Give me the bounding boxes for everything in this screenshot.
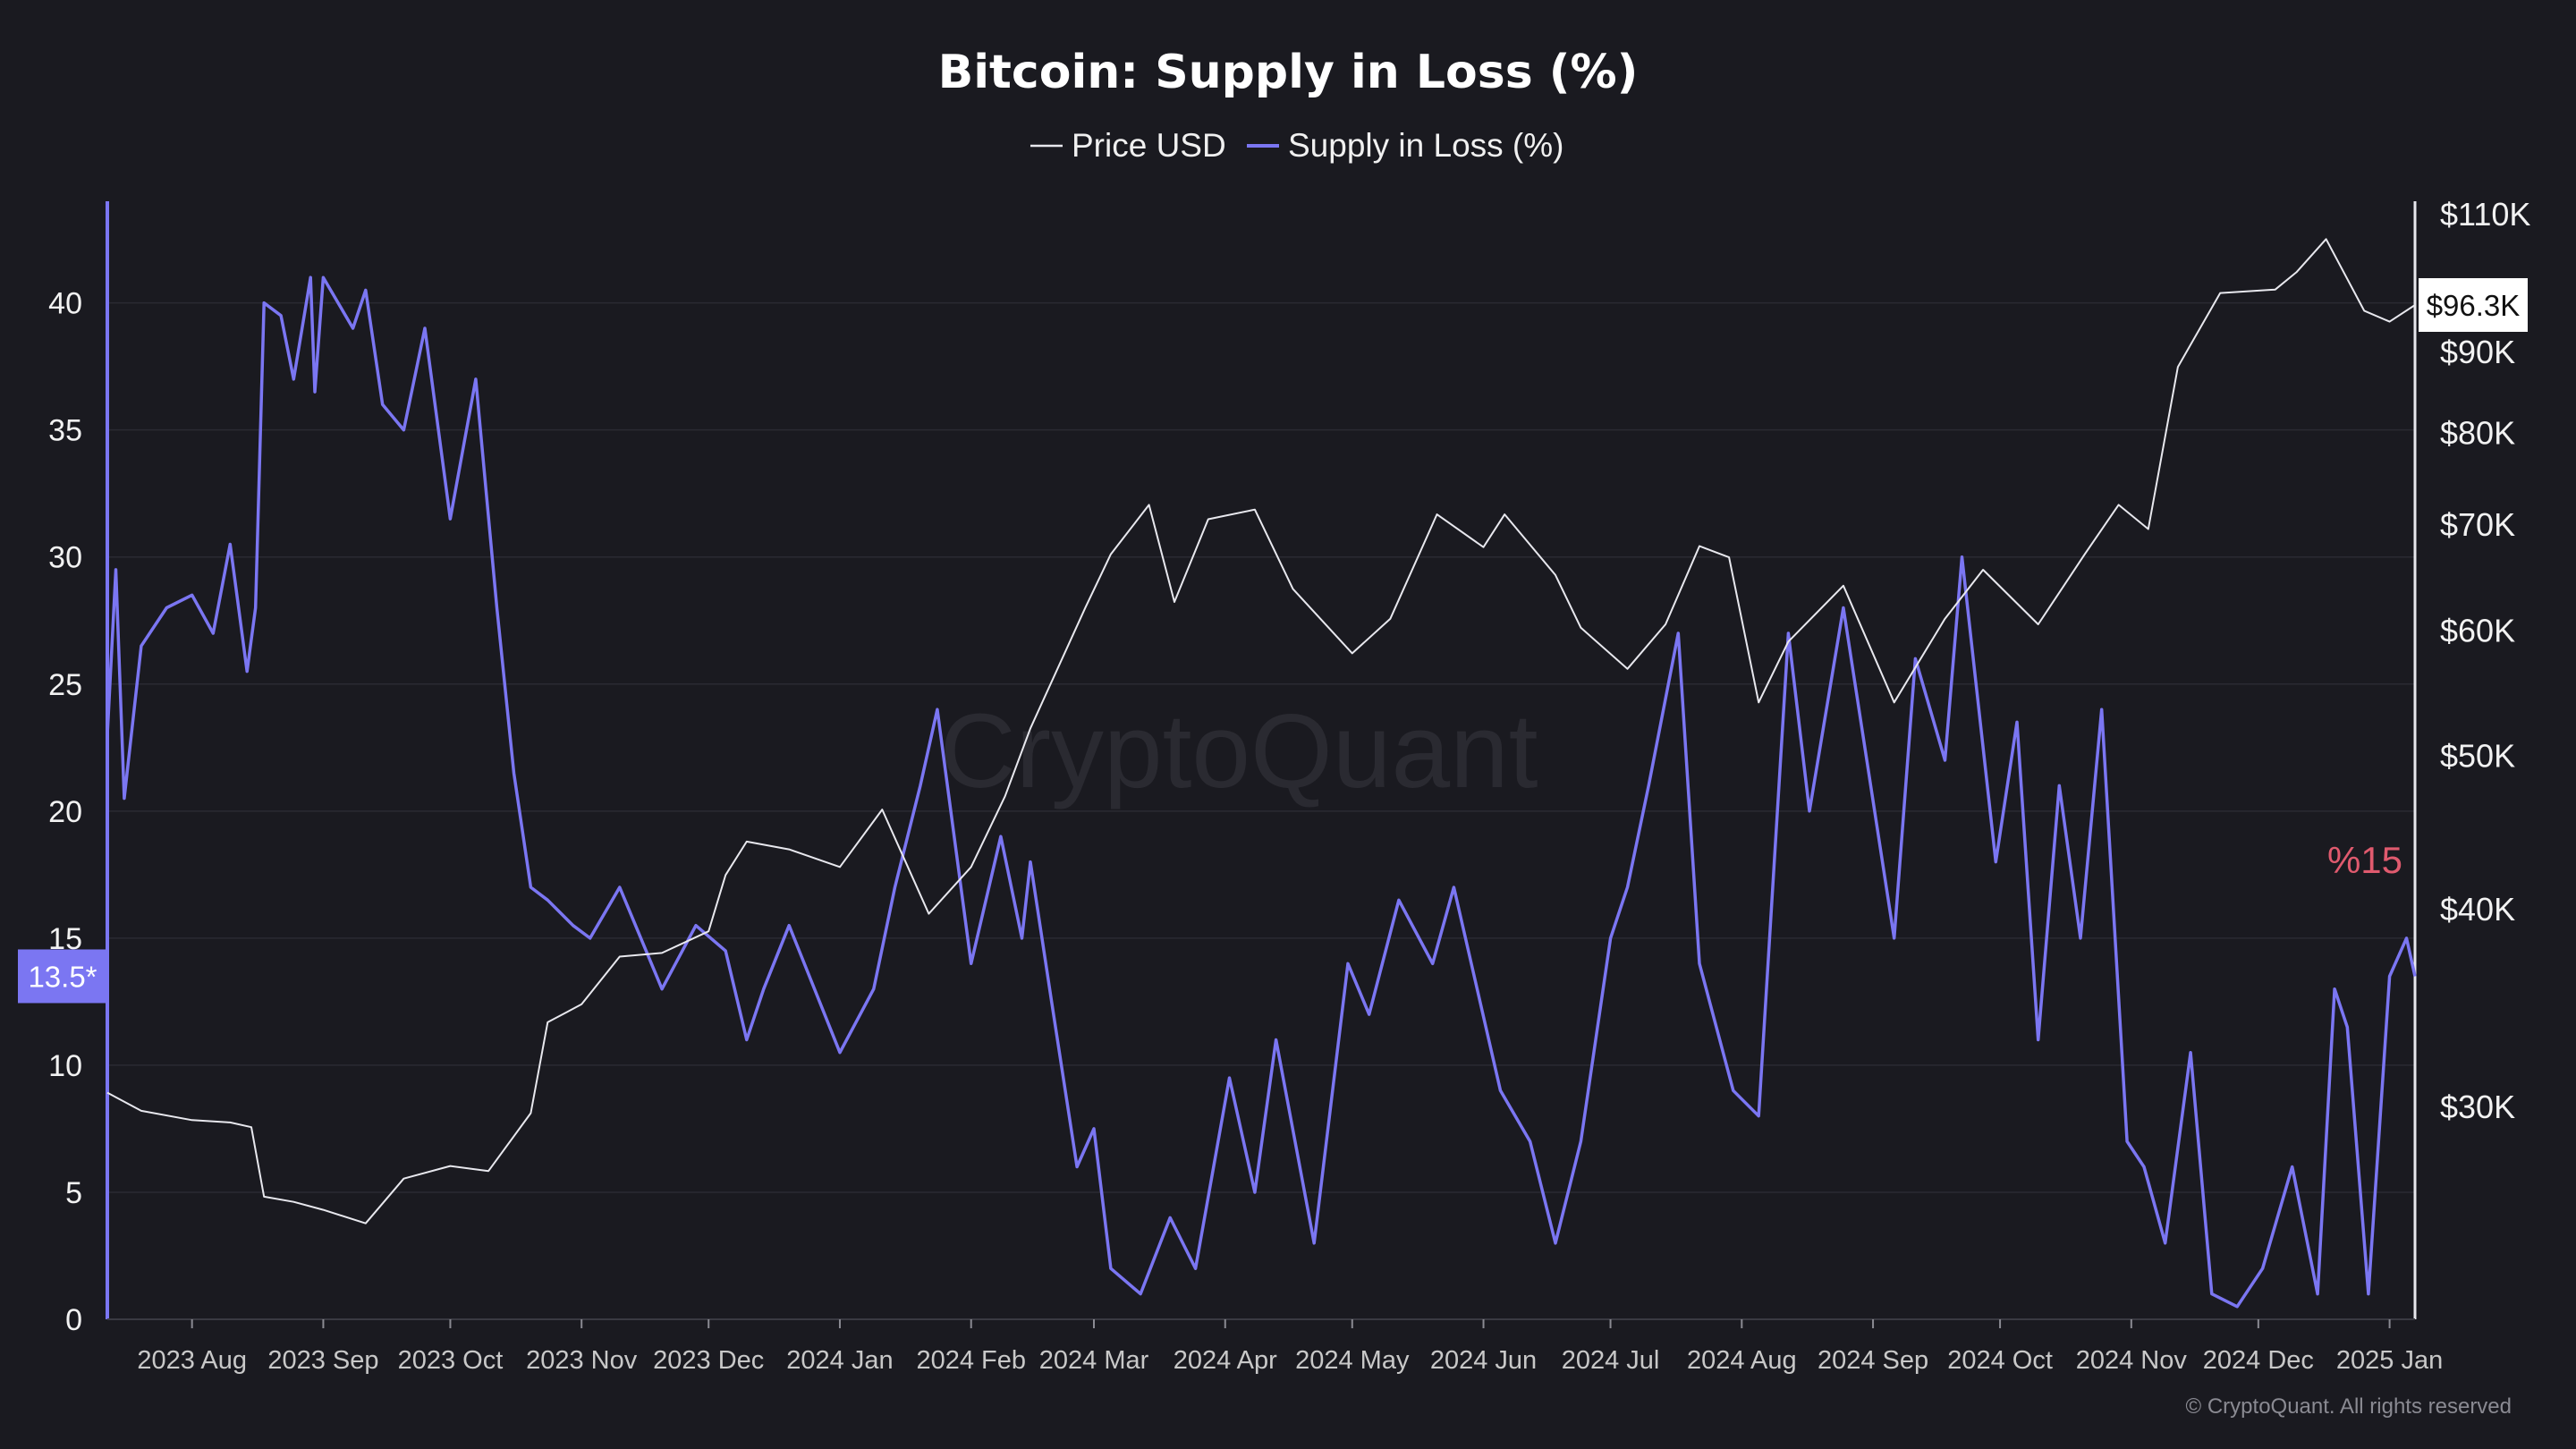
current-supply-badge: 13.5* <box>18 949 107 1004</box>
x-tick-2023-Nov: 2023 Nov <box>526 1346 638 1375</box>
x-tick-2024-Apr: 2024 Apr <box>1174 1346 1277 1375</box>
annotation-label: %15 <box>2327 839 2402 881</box>
x-tick-2024-Oct: 2024 Oct <box>1947 1346 2053 1375</box>
x-axis-ticks: 2023 Aug 2023 Sep 2023 Oct 2023 Nov 2023 Dec… <box>137 1319 2443 1375</box>
legend-label-supply[interactable]: Supply in Loss (%) <box>1288 127 1563 164</box>
copyright-text: © CryptoQuant. All rights reserved <box>2186 1394 2512 1419</box>
y-left-tick-20: 20 <box>48 795 82 829</box>
y-right-tick-70K: $70K <box>2440 506 2515 543</box>
y-right-tick-80K: $80K <box>2440 414 2515 451</box>
x-tick-2024-Aug: 2024 Aug <box>1687 1346 1797 1375</box>
x-tick-2023-Dec: 2023 Dec <box>653 1346 764 1375</box>
current-price-value: $96.3K <box>2427 289 2521 322</box>
chart-title: Bitcoin: Supply in Loss (%) <box>938 46 1639 99</box>
y-right-tick-110K: $110K <box>2440 196 2530 233</box>
y-left-tick-10: 10 <box>48 1049 82 1083</box>
y-left-tick-25: 25 <box>48 668 82 702</box>
right-axis-ticks: $30K $40K $50K $60K $70K $80K $90K $110K <box>2440 196 2530 1125</box>
y-right-tick-60K: $60K <box>2440 612 2515 648</box>
y-right-tick-30K: $30K <box>2440 1089 2515 1125</box>
x-tick-2024-Feb: 2024 Feb <box>916 1346 1026 1375</box>
x-tick-2024-Jul: 2024 Jul <box>1562 1346 1660 1375</box>
y-right-tick-40K: $40K <box>2440 891 2515 928</box>
y-left-tick-0: 0 <box>65 1303 82 1337</box>
y-right-tick-50K: $50K <box>2440 737 2515 774</box>
x-tick-2024-Mar: 2024 Mar <box>1039 1346 1149 1375</box>
y-left-tick-5: 5 <box>65 1176 82 1210</box>
legend-label-price[interactable]: Price USD <box>1072 127 1226 164</box>
current-price-badge: $96.3K <box>2419 278 2528 333</box>
x-tick-2024-Nov: 2024 Nov <box>2076 1346 2188 1375</box>
x-tick-2024-Jan: 2024 Jan <box>786 1346 893 1375</box>
x-tick-2025-Jan: 2025 Jan <box>2336 1346 2443 1375</box>
y-right-tick-90K: $90K <box>2440 334 2515 370</box>
y-left-tick-35: 35 <box>48 414 82 448</box>
y-left-tick-30: 30 <box>48 541 82 575</box>
series-line-price[interactable] <box>106 238 2416 1224</box>
x-tick-2023-Sep: 2023 Sep <box>267 1346 378 1375</box>
y-left-tick-40: 40 <box>48 287 82 321</box>
x-tick-2023-Oct: 2023 Oct <box>398 1346 504 1375</box>
x-tick-2024-Sep: 2024 Sep <box>1818 1346 1928 1375</box>
x-tick-2023-Aug: 2023 Aug <box>137 1346 247 1375</box>
x-tick-2024-Dec: 2024 Dec <box>2203 1346 2314 1375</box>
series-line-supply[interactable] <box>106 275 2417 1309</box>
current-supply-value: 13.5* <box>28 960 97 993</box>
watermark: CryptoQuant <box>940 692 1538 810</box>
legend[interactable]: Price USD Supply in Loss (%) <box>1030 127 1563 164</box>
x-tick-2024-May: 2024 May <box>1295 1346 1410 1375</box>
x-tick-2024-Jun: 2024 Jun <box>1430 1346 1537 1375</box>
